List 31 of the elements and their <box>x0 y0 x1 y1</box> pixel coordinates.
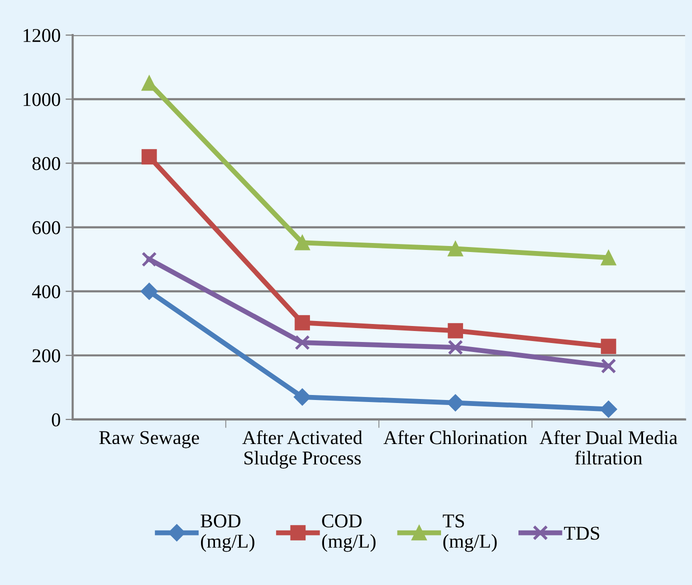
y-tick-label: 400 <box>32 285 60 298</box>
point <box>294 334 310 350</box>
legend-label: COD (mg/L) <box>322 514 376 552</box>
x-tick-label: After Activated Sludge Process <box>242 430 362 469</box>
point <box>448 323 464 338</box>
point <box>600 338 616 354</box>
point <box>142 252 157 267</box>
point <box>600 250 616 266</box>
legend-label: TDS <box>564 526 600 540</box>
point <box>448 241 464 256</box>
point <box>294 235 310 250</box>
y-tick-label: 1000 <box>24 92 60 106</box>
x-tick-label: Raw Sewage <box>99 431 200 448</box>
point <box>294 388 311 406</box>
point <box>142 149 157 164</box>
point <box>294 315 310 330</box>
legend-label: BOD (mg/L) <box>200 514 254 552</box>
point <box>140 282 158 300</box>
x-tick-label: After Dual Media filtration <box>540 430 678 465</box>
point <box>600 400 618 418</box>
legend-label: TS (mg/L) <box>442 514 497 552</box>
x-tick-label: After Chlorination <box>384 430 528 444</box>
y-tick-label: 800 <box>32 157 60 170</box>
y-tick-label: 600 <box>32 221 60 234</box>
point <box>600 358 616 374</box>
y-tick-label: 1200 <box>24 28 60 42</box>
point <box>142 76 157 91</box>
y-tick-label: 0 <box>52 413 60 426</box>
point <box>446 394 464 412</box>
y-tick-label: 200 <box>32 349 60 362</box>
point <box>448 340 464 356</box>
